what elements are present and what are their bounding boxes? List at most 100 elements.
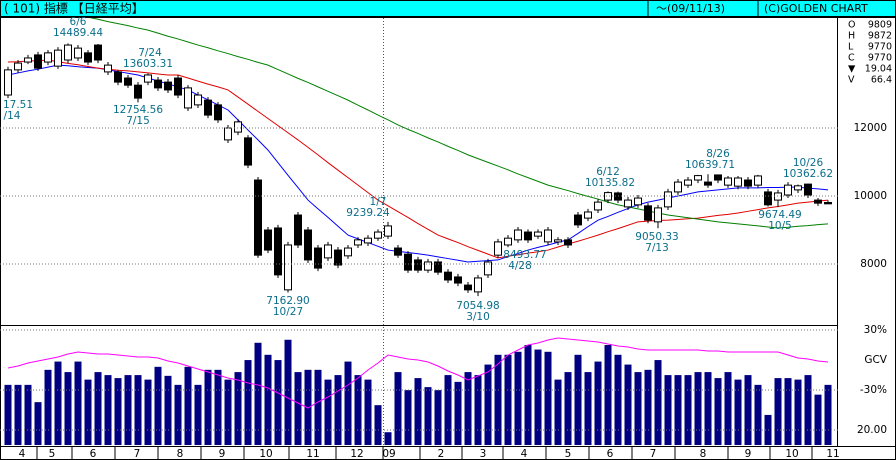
candle-body <box>384 225 392 237</box>
volume-bar <box>204 369 212 445</box>
volume-bar <box>64 372 72 445</box>
volume-bar <box>814 394 822 445</box>
candle-body <box>104 64 112 73</box>
quote-value: 9809 <box>868 20 892 31</box>
volume-bar <box>664 375 672 445</box>
quote-label: H <box>848 31 855 42</box>
volume-bar <box>44 369 52 445</box>
volume-bar <box>84 379 92 445</box>
candle-body <box>714 174 722 181</box>
volume-bar <box>724 372 732 445</box>
candle-body <box>544 229 552 243</box>
copyright: (C)GOLDEN CHART <box>764 2 868 15</box>
candle-body <box>134 84 142 99</box>
annotation: 9239.24 <box>346 207 390 219</box>
volume-bar <box>424 387 432 445</box>
volume-bar <box>444 375 452 445</box>
candle-body <box>604 192 612 201</box>
annotation: 13603.31 <box>123 58 173 70</box>
annotation: 17.51 <box>3 99 33 111</box>
volume-bar <box>4 384 12 445</box>
volume-bar <box>474 375 482 445</box>
quote-label: L <box>848 42 854 53</box>
volume-bar <box>134 375 142 445</box>
annotation: 12754.56 <box>113 104 163 116</box>
candle-body <box>114 71 122 83</box>
volume-bar <box>674 375 682 445</box>
x-tick-label: 10 <box>259 448 272 460</box>
volume-bar <box>394 372 402 445</box>
volume-bar <box>244 360 252 445</box>
candle-body <box>504 237 512 246</box>
candle-body <box>94 44 102 61</box>
candle-body <box>304 229 312 261</box>
annotation: 10135.82 <box>585 177 635 189</box>
volume-bar <box>754 384 762 445</box>
candle-body <box>144 74 152 83</box>
volume-bar <box>364 379 372 445</box>
candle-body <box>204 99 212 116</box>
candle-body <box>164 81 172 91</box>
candle-body <box>744 179 752 187</box>
candle-body <box>174 77 182 96</box>
volume-bar <box>104 375 112 445</box>
x-tick-label: 5 <box>565 448 572 460</box>
x-tick-label: 12 <box>350 448 363 460</box>
volume-bar <box>14 384 22 445</box>
candle-body <box>64 44 72 61</box>
candle-body <box>574 214 582 226</box>
candle-body <box>14 62 22 71</box>
candle-body <box>774 192 782 201</box>
volume-bar <box>684 375 692 445</box>
quote-label: V <box>848 75 855 86</box>
volume-bar <box>384 432 392 445</box>
x-tick-label: 5 <box>49 448 56 460</box>
volume-bar <box>354 375 362 445</box>
x-tick-label: 11 <box>826 448 839 460</box>
candle-body <box>464 284 472 291</box>
volume-bar <box>484 364 492 445</box>
candle-body <box>54 49 62 67</box>
annotation: 1/7 <box>370 196 387 208</box>
oscillator-line <box>7 337 829 409</box>
candle-body <box>514 229 522 241</box>
candle-body <box>554 239 562 243</box>
annotation: 3/10 <box>466 311 490 323</box>
volume-bar <box>74 361 82 445</box>
volume-bar <box>24 384 32 445</box>
volume-bar <box>524 345 532 445</box>
volume-bar <box>414 378 422 445</box>
x-tick-label: 7 <box>134 448 141 460</box>
volume-bar <box>184 366 192 445</box>
date-range: ～(09/11/13) <box>656 2 725 15</box>
candle-body <box>364 237 372 244</box>
candle-body <box>254 179 262 256</box>
volume-bar <box>254 342 262 445</box>
candle-body <box>764 191 772 206</box>
annotation: 10362.62 <box>783 168 833 180</box>
volume-bar <box>264 354 272 445</box>
candle-body <box>34 54 42 69</box>
quote-label: ▼ <box>848 64 856 75</box>
volume-bar <box>824 384 832 445</box>
candle-body <box>524 231 532 241</box>
x-tick-label: 6 <box>90 448 97 460</box>
annotation: 14489.44 <box>53 27 103 39</box>
candle-body <box>664 191 672 208</box>
annotation: 10/5 <box>768 220 792 232</box>
volume-bar <box>54 361 62 445</box>
candle-body <box>814 199 822 204</box>
annotation: 7/15 <box>126 115 150 127</box>
candle-body <box>564 239 572 246</box>
volume-bar <box>344 361 352 445</box>
candle-body <box>484 261 492 276</box>
volume-bar <box>224 379 232 445</box>
candle-body <box>724 177 732 186</box>
candle-body <box>214 104 222 121</box>
x-tick-label: 2 <box>438 448 445 460</box>
candle-body <box>404 253 412 271</box>
annotation: /14 <box>4 110 21 122</box>
candle-body <box>294 214 302 246</box>
